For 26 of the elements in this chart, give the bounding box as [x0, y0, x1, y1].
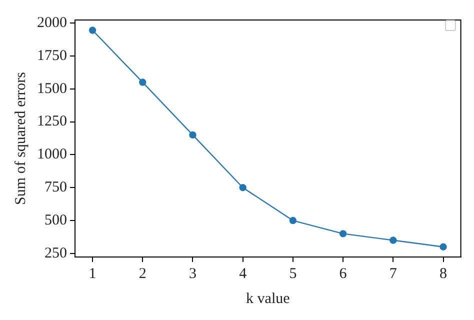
y-tick-label: 1000	[37, 146, 67, 163]
point	[88, 26, 96, 34]
x-tick-label: 8	[440, 266, 448, 282]
x-tick-label: 2	[138, 266, 146, 282]
point	[189, 131, 196, 139]
x-tick-label: 4	[239, 266, 248, 282]
y-tick-label: 750	[44, 180, 67, 196]
point	[390, 236, 397, 244]
y-tick-label: 1500	[37, 80, 67, 97]
y-tick-label: 250	[44, 245, 67, 262]
x-tick-label: 5	[289, 266, 297, 282]
x-tick-label: 7	[389, 266, 398, 282]
x-tick-label: 6	[339, 266, 348, 282]
point	[440, 243, 447, 250]
y-axis-title: Sum of squared errors	[12, 72, 29, 205]
y-tick-label: 1250	[37, 114, 67, 130]
point	[139, 78, 146, 86]
point	[289, 216, 297, 224]
x-tick-label: 3	[188, 266, 196, 282]
y-tick-label: 2000	[37, 14, 67, 31]
point	[339, 230, 347, 238]
x-tick-label: 1	[88, 266, 96, 282]
point	[239, 184, 246, 192]
y-tick-label: 500	[44, 212, 67, 228]
y-tick-label: 1750	[37, 48, 67, 64]
x-axis-title: k value	[246, 290, 290, 307]
